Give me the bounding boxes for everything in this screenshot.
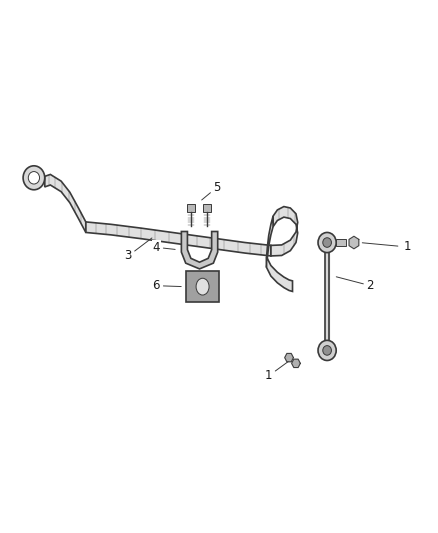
Bar xyxy=(187,204,195,212)
Ellipse shape xyxy=(196,278,209,295)
Circle shape xyxy=(318,341,336,360)
Polygon shape xyxy=(267,216,273,268)
Text: 3: 3 xyxy=(124,238,152,262)
Bar xyxy=(336,239,346,246)
Polygon shape xyxy=(349,236,359,249)
Circle shape xyxy=(28,172,39,184)
Polygon shape xyxy=(267,257,293,292)
Text: 6: 6 xyxy=(152,279,181,292)
Text: 4: 4 xyxy=(152,241,175,254)
Text: 1: 1 xyxy=(403,240,411,253)
Text: 1: 1 xyxy=(265,362,288,382)
Text: 5: 5 xyxy=(201,181,220,200)
Polygon shape xyxy=(285,353,293,362)
Circle shape xyxy=(23,166,45,190)
Circle shape xyxy=(323,345,332,355)
Polygon shape xyxy=(45,174,86,232)
Bar xyxy=(202,204,211,212)
Polygon shape xyxy=(271,207,298,256)
Circle shape xyxy=(323,238,332,247)
Polygon shape xyxy=(86,222,271,256)
Polygon shape xyxy=(292,359,300,368)
Polygon shape xyxy=(181,231,218,269)
Circle shape xyxy=(318,232,336,253)
Text: 2: 2 xyxy=(336,277,374,292)
Bar xyxy=(186,271,219,302)
